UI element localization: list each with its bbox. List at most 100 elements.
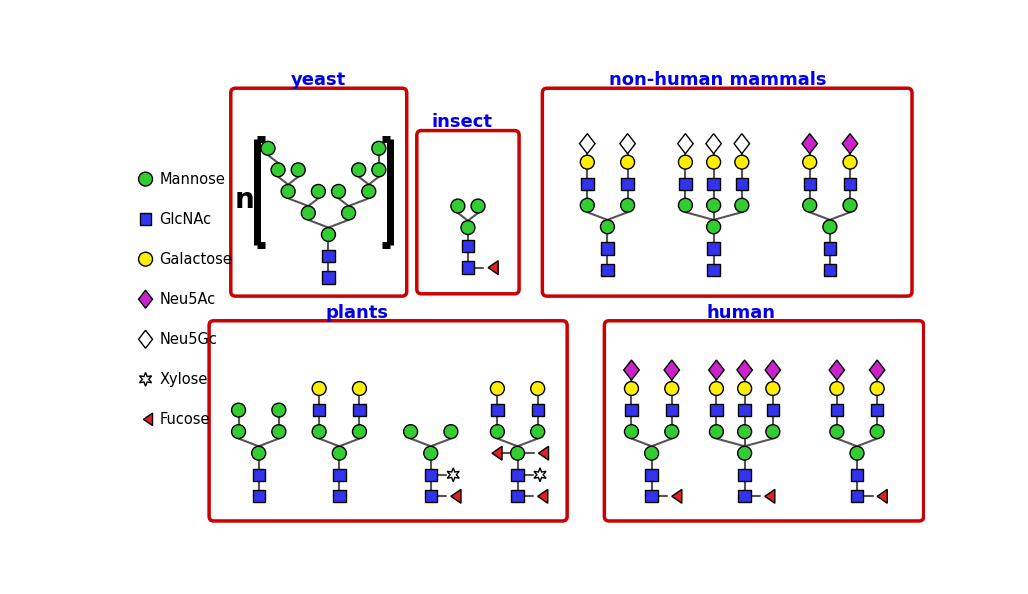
Bar (707, 242, 720, 255)
Bar (425, 490, 437, 503)
Polygon shape (842, 134, 857, 154)
Bar (625, 404, 637, 416)
Circle shape (665, 425, 678, 438)
Circle shape (311, 185, 325, 198)
Text: Xylose: Xylose (159, 372, 208, 387)
Bar (707, 178, 720, 190)
Bar (253, 490, 265, 503)
Circle shape (624, 425, 638, 438)
Circle shape (301, 206, 316, 220)
Polygon shape (737, 360, 752, 380)
Circle shape (706, 220, 721, 234)
Circle shape (738, 425, 751, 438)
Polygon shape (706, 134, 722, 154)
Bar (621, 178, 634, 190)
Circle shape (271, 403, 286, 417)
Bar (253, 469, 265, 481)
Bar (738, 490, 750, 503)
Circle shape (624, 381, 638, 396)
Polygon shape (492, 446, 502, 460)
Circle shape (271, 163, 285, 177)
Circle shape (870, 381, 884, 396)
Circle shape (581, 155, 594, 169)
Circle shape (830, 381, 844, 396)
Polygon shape (677, 134, 693, 154)
Circle shape (332, 185, 345, 198)
Circle shape (709, 425, 724, 438)
Circle shape (451, 199, 465, 213)
Circle shape (803, 198, 816, 212)
Polygon shape (620, 134, 635, 154)
Bar (738, 469, 750, 481)
Polygon shape (765, 489, 775, 503)
Circle shape (139, 252, 152, 266)
Circle shape (252, 446, 265, 460)
Bar (851, 469, 864, 481)
Circle shape (706, 198, 721, 212)
Circle shape (738, 381, 751, 396)
Polygon shape (765, 360, 780, 380)
Bar (462, 261, 474, 274)
Circle shape (291, 163, 305, 177)
Bar (831, 404, 843, 416)
Circle shape (530, 425, 545, 438)
Bar (738, 404, 750, 416)
Bar (871, 404, 883, 416)
Text: n: n (234, 186, 255, 214)
Circle shape (332, 446, 346, 460)
Circle shape (471, 199, 485, 213)
Circle shape (621, 198, 634, 212)
Bar (646, 469, 658, 481)
Circle shape (424, 446, 438, 460)
Polygon shape (538, 489, 548, 503)
Bar (707, 264, 720, 276)
Bar (531, 404, 544, 416)
Bar (313, 404, 325, 416)
Text: GlcNAc: GlcNAc (159, 211, 212, 227)
Circle shape (372, 141, 386, 155)
Circle shape (511, 446, 524, 460)
Polygon shape (734, 134, 749, 154)
Circle shape (282, 185, 295, 198)
Circle shape (362, 185, 375, 198)
Circle shape (621, 155, 634, 169)
Circle shape (766, 381, 780, 396)
Circle shape (850, 446, 864, 460)
Bar (322, 250, 335, 262)
Text: plants: plants (326, 304, 389, 322)
Circle shape (353, 381, 366, 396)
Polygon shape (451, 489, 461, 503)
Polygon shape (671, 489, 682, 503)
Circle shape (600, 220, 615, 234)
Text: insect: insect (432, 113, 492, 131)
Bar (823, 242, 836, 255)
Polygon shape (144, 413, 152, 425)
Bar (710, 404, 723, 416)
Bar (511, 469, 523, 481)
Circle shape (870, 425, 884, 438)
Circle shape (738, 446, 751, 460)
Polygon shape (870, 360, 885, 380)
Bar (462, 240, 474, 252)
Bar (601, 264, 614, 276)
Polygon shape (580, 134, 595, 154)
Text: Neu5Gc: Neu5Gc (159, 331, 217, 347)
Text: Galactose: Galactose (159, 252, 232, 267)
Circle shape (372, 163, 386, 177)
Bar (425, 469, 437, 481)
Text: non-human mammals: non-human mammals (609, 71, 827, 89)
Bar (844, 178, 856, 190)
Polygon shape (830, 360, 845, 380)
Circle shape (271, 425, 286, 438)
Circle shape (341, 206, 356, 220)
Circle shape (645, 446, 659, 460)
Text: Fucose: Fucose (159, 412, 210, 427)
Circle shape (830, 425, 844, 438)
Circle shape (581, 198, 594, 212)
Circle shape (231, 403, 246, 417)
Polygon shape (488, 261, 499, 274)
Circle shape (139, 172, 152, 186)
Circle shape (735, 155, 748, 169)
Polygon shape (139, 290, 152, 308)
Text: Neu5Ac: Neu5Ac (159, 292, 216, 307)
